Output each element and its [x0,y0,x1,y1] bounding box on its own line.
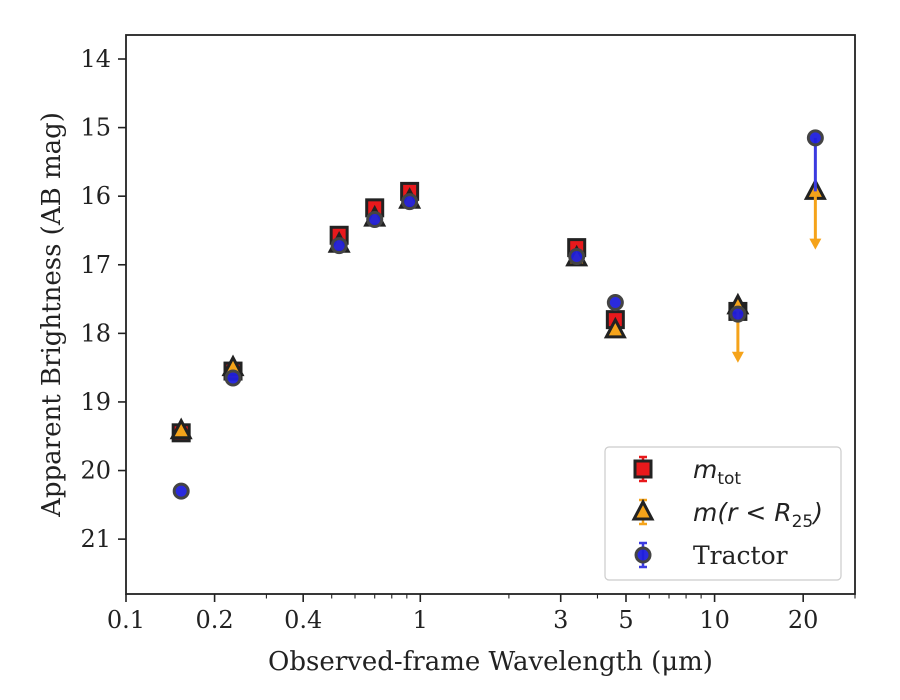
y-tick-label: 18 [80,319,111,347]
legend-label: mtot [693,455,741,489]
legend-label-main: m [693,455,717,484]
x-tick-label: 10 [699,606,730,634]
data-point-circle [172,482,190,500]
legend-marker-triangle [631,498,655,521]
data-point-circle [729,305,747,323]
y-tick-label: 15 [80,114,111,142]
legend-label: Tractor [693,541,788,570]
plot-frame [125,34,856,595]
y-axis-label: Apparent Brightness (AB mag) [37,112,67,518]
upper-limit-arrow-head [809,238,822,250]
y-tick-label: 20 [80,457,111,485]
y-tick-label: 17 [80,251,111,279]
data-point-circle [806,129,824,147]
data-point-circle [224,369,242,387]
x-tick-label: 5 [618,606,633,634]
legend-marker-circle [634,546,652,564]
data-point-triangle [169,417,193,440]
series-triangle [169,178,827,440]
x-tick-label: 3 [553,606,568,634]
legend-label-subscript: 25 [792,512,814,532]
legend-label-main: Tractor [693,541,788,570]
y-tick-label: 14 [80,45,111,73]
data-point-circle [568,248,586,266]
x-tick-label: 0.4 [284,606,322,634]
x-axis-label: Observed-frame Wavelength (μm) [268,647,713,677]
legend-label: m(r < R25) [693,498,823,532]
y-tick-label: 21 [80,525,111,553]
legend-box [604,446,842,581]
series-circle [172,129,824,500]
legend-label-tail: ) [811,498,823,527]
y-tick-label: 16 [80,182,111,210]
data-point-circle [401,193,419,211]
data-point-triangle [603,316,627,339]
x-tick-label: 1 [413,606,428,634]
data-point-circle [330,237,348,255]
x-tick-label: 0.2 [196,606,234,634]
legend: mtot m(r < R25) Tractor [604,446,842,581]
upper-limit-arrow-head [731,351,744,363]
legend-label-subscript: tot [717,469,741,489]
y-tick-label: 19 [80,388,111,416]
x-tick-label: 20 [788,606,819,634]
legend-label-main: m(r < R [693,498,792,527]
x-tick-label: 0.1 [107,606,145,634]
data-point-circle [606,293,624,311]
data-point-circle [366,211,384,229]
series-square [171,181,748,443]
legend-marker-square [633,459,653,479]
